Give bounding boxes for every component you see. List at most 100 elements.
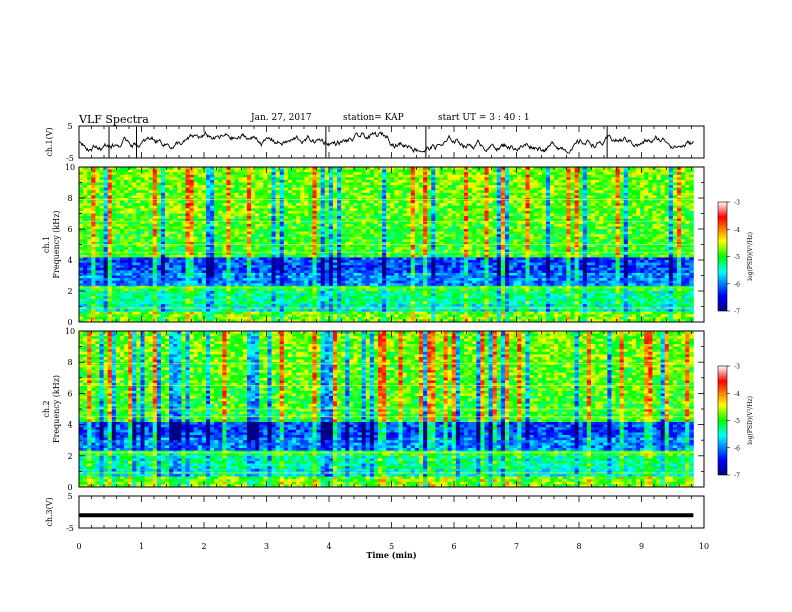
spectrogram-cell xyxy=(537,218,543,222)
spectrogram-cell xyxy=(599,185,604,189)
spectrogram-cell xyxy=(382,249,387,253)
spectrogram-cell xyxy=(222,187,227,191)
spectrogram-cell xyxy=(119,190,125,194)
spectrogram-cell xyxy=(103,179,109,183)
spectrogram-cell xyxy=(353,210,358,214)
spectrogram-cell xyxy=(324,213,330,217)
spectrogram-cell xyxy=(255,185,260,189)
spectrogram-cell xyxy=(390,182,395,186)
spectrogram-cell xyxy=(484,231,489,235)
spectrogram-cell xyxy=(83,200,88,204)
spectrogram-cell xyxy=(210,229,215,232)
spectrogram-cell xyxy=(357,223,363,227)
spectrogram-cell xyxy=(189,172,195,176)
spectrogram-cell xyxy=(644,177,649,181)
spectrogram-cell xyxy=(83,229,88,232)
spectrogram-cell xyxy=(644,169,649,173)
spectrogram-cell xyxy=(222,174,227,178)
spectrogram-cell xyxy=(689,223,694,227)
spectrogram-cell xyxy=(574,247,580,251)
spectrogram-cell xyxy=(87,223,92,227)
spectrogram-cell xyxy=(345,229,350,232)
spectrogram-cell xyxy=(79,241,84,245)
spectrogram-cell xyxy=(255,208,260,212)
spectrogram-cell xyxy=(656,213,662,217)
spectrogram-cell xyxy=(455,229,461,232)
spectrogram-cell xyxy=(537,247,543,251)
spectrogram-cell xyxy=(488,218,494,222)
spectrogram-cell xyxy=(648,210,653,214)
spectrogram-cell xyxy=(595,239,600,243)
spectrogram-cell xyxy=(246,234,252,238)
spectrogram-cell xyxy=(193,192,199,196)
spectrogram-cell xyxy=(636,229,641,232)
spectrogram-cell xyxy=(332,182,338,186)
spectrogram-cell xyxy=(103,203,109,207)
spectrogram-cell xyxy=(177,239,182,243)
spectrogram-cell xyxy=(631,205,637,209)
spectrogram-cell xyxy=(177,208,182,212)
spectrogram-cell xyxy=(423,205,428,209)
spectrogram-cell xyxy=(165,239,170,243)
spectrogram-cell xyxy=(455,167,461,170)
spectrogram-cell xyxy=(107,182,113,186)
spectrogram-cell xyxy=(156,208,162,212)
spectrogram-cell xyxy=(95,252,100,256)
spectrogram-cell xyxy=(504,247,510,251)
spectrogram-cell xyxy=(447,210,453,214)
spectrogram-cell xyxy=(296,182,301,186)
spectrogram-cell xyxy=(500,234,506,238)
spectrogram-cell xyxy=(509,223,514,227)
spectrogram-cell xyxy=(689,205,694,209)
spectrogram-cell xyxy=(578,216,584,220)
spectrogram-cell xyxy=(435,221,440,225)
spectrogram-cell xyxy=(468,244,473,248)
spectrogram-cell xyxy=(283,247,289,251)
spectrogram-cell xyxy=(238,187,244,191)
spectrogram-cell xyxy=(472,236,477,240)
spectrogram-cell xyxy=(234,244,240,248)
spectrogram-cell xyxy=(509,185,514,189)
spectrogram-cell xyxy=(439,203,444,207)
spectrogram-cell xyxy=(443,182,449,186)
spectrogram-cell xyxy=(537,205,543,209)
spectrogram-cell xyxy=(603,177,608,181)
spectrogram-cell xyxy=(210,185,215,189)
spectrogram-cell xyxy=(582,187,588,191)
spectrogram-cell xyxy=(226,190,231,194)
spectrogram-cell xyxy=(410,205,416,209)
spectrogram-cell xyxy=(169,177,174,181)
spectrogram-cell xyxy=(459,234,465,238)
spectrogram-cell xyxy=(689,203,694,207)
spectrogram-cell xyxy=(640,174,645,178)
spectrogram-cell xyxy=(525,182,530,186)
spectrogram-cell xyxy=(320,234,326,238)
spectrogram-cell xyxy=(406,190,412,194)
spectrogram-cell xyxy=(595,203,600,207)
spectrogram-cell xyxy=(128,179,133,183)
spectrogram-cell xyxy=(636,203,641,207)
spectrogram-cell xyxy=(541,185,547,189)
spectrogram-cell xyxy=(476,221,481,225)
spectrogram-cell xyxy=(267,169,272,173)
spectrogram-cell xyxy=(87,208,92,212)
spectrogram-cell xyxy=(447,229,453,232)
spectrogram-cell xyxy=(406,205,412,209)
spectrogram-cell xyxy=(472,231,477,235)
spectrogram-cell xyxy=(349,249,354,253)
spectrogram-cell xyxy=(504,200,510,204)
spectrogram-cell xyxy=(664,185,670,189)
spectrogram-cell xyxy=(382,203,387,207)
spectrogram-cell xyxy=(349,236,354,240)
spectrogram-cell xyxy=(586,226,592,230)
spectrogram-cell xyxy=(455,179,461,183)
spectrogram-cell xyxy=(140,252,145,256)
spectrogram-cell xyxy=(558,177,563,181)
spectrogram-cell xyxy=(447,179,453,183)
spectrogram-cell xyxy=(357,195,363,199)
spectrogram-cell xyxy=(668,205,674,209)
spectrogram-cell xyxy=(87,216,92,220)
spectrogram-cell xyxy=(107,231,113,235)
spectrogram-cell xyxy=(607,231,612,235)
spectrogram-cell xyxy=(201,187,207,191)
